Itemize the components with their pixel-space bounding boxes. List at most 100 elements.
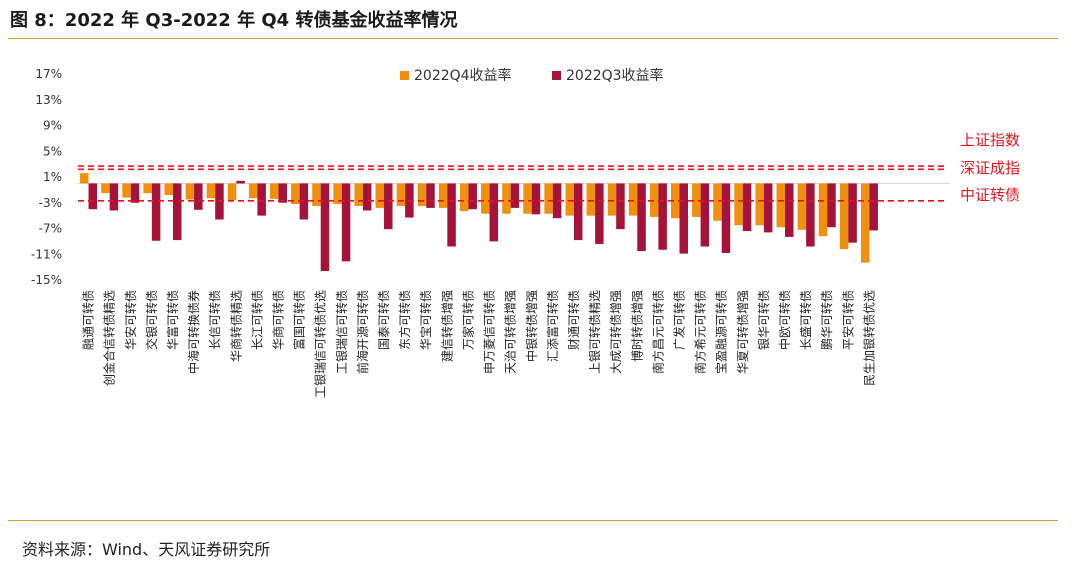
bar-q4 — [586, 183, 596, 216]
y-tick-label: 13% — [35, 93, 62, 107]
bar-q3 — [489, 183, 499, 242]
bar-q4 — [438, 183, 448, 208]
x-category-label: 长盛可转债 — [798, 290, 813, 350]
bar-q4 — [101, 183, 110, 194]
x-category-label: 南方希元可转债 — [693, 290, 708, 374]
x-category-label: 华富可转债 — [165, 290, 180, 350]
x-category-label: 财通可转债 — [566, 290, 581, 350]
x-category-label: 工银瑞信可转债优选 — [313, 290, 328, 398]
x-category-label: 鹏华可转债 — [819, 290, 834, 350]
x-category-label: 长江可转债 — [249, 290, 264, 350]
x-category-label: 大成可转债增强 — [608, 290, 623, 374]
bar-q4 — [80, 173, 89, 184]
x-category-label: 交银可转债 — [144, 290, 159, 350]
bar-q3 — [573, 183, 583, 241]
bar-q3 — [362, 183, 372, 211]
x-category-label: 中海可转换债券 — [186, 290, 201, 374]
bar-q3 — [552, 183, 562, 219]
bar-q4 — [776, 183, 786, 228]
x-category-label: 银华可转债 — [756, 290, 771, 350]
bar-q3 — [278, 183, 287, 203]
x-category-label: 前海开源可转债 — [355, 290, 370, 374]
bar-q3 — [384, 183, 393, 230]
bar-q4 — [755, 183, 764, 226]
x-category-label: 国泰可转债 — [376, 290, 391, 350]
x-category-label: 富国可转债 — [292, 290, 307, 350]
bar-q4 — [291, 183, 300, 205]
x-category-label: 汇添富可转债 — [545, 290, 560, 362]
bar-q3 — [531, 183, 541, 215]
x-category-label: 长信可转债 — [207, 290, 222, 350]
bar-q3 — [341, 183, 351, 262]
bar-q4 — [797, 183, 807, 230]
bar-q3 — [510, 183, 520, 208]
bar-q4 — [565, 183, 574, 216]
x-category-label: 平安可转债 — [840, 290, 855, 350]
legend-label-q4: 2022Q4收益率 — [414, 67, 512, 84]
legend-swatch-q4 — [400, 71, 409, 80]
bar-q4 — [270, 183, 279, 199]
bar-q3 — [658, 183, 667, 250]
figure-title: 图 8：2022 年 Q3-2022 年 Q4 转债基金收益率情况 — [10, 10, 458, 31]
bar-chart: 17%13%9%5%1%-3%-7%-11%-15%融通可转债 创金合信转债精选华… — [31, 67, 1020, 398]
bar-q3 — [468, 183, 477, 210]
x-category-label: 南方昌元可转债 — [650, 290, 665, 374]
x-category-label: 中银转债增强 — [524, 290, 539, 362]
bar-q4 — [628, 183, 638, 216]
bar-q3 — [172, 183, 182, 241]
bar-q4 — [649, 183, 659, 217]
bar-q3 — [426, 183, 435, 208]
bar-q4 — [481, 183, 490, 214]
x-category-label: 申万菱信可转债 — [482, 290, 497, 374]
bar-q4 — [860, 183, 870, 263]
y-tick-label: 5% — [43, 144, 62, 158]
bar-q4 — [375, 183, 385, 208]
x-category-label: 融通可转债 — [81, 290, 96, 350]
bar-q3 — [637, 183, 646, 252]
source-note: 资料来源：Wind、天风证券研究所 — [22, 540, 271, 559]
legend-label-q3: 2022Q3收益率 — [566, 67, 664, 84]
bar-q4 — [206, 183, 216, 199]
y-tick-label: -15% — [31, 273, 62, 287]
bar-q3 — [721, 183, 731, 253]
bar-q3 — [763, 183, 773, 233]
bar-q3 — [742, 183, 752, 232]
reference-line-label: 深证成指 — [960, 159, 1020, 177]
bar-q3 — [595, 183, 604, 244]
x-category-label: 博时转债增强 — [629, 290, 644, 362]
bar-q3 — [109, 183, 119, 211]
x-category-label: 广发可转债 — [672, 290, 687, 350]
x-category-label: 中欧可转债 — [777, 290, 792, 350]
bar-q4 — [839, 183, 849, 250]
reference-line-label: 上证指数 — [960, 131, 1020, 149]
bar-q3 — [700, 183, 710, 247]
x-category-label: 宝盈融源可转债 — [714, 290, 729, 374]
bar-q3 — [616, 183, 625, 230]
x-category-label: 华夏可转债增强 — [735, 290, 750, 374]
y-tick-label: -7% — [39, 222, 62, 236]
bar-q3 — [679, 183, 688, 254]
x-category-label: 华商可转债 — [271, 290, 286, 350]
y-tick-label: 9% — [43, 119, 62, 133]
bar-q4 — [502, 183, 511, 214]
y-tick-label: 17% — [35, 67, 62, 81]
bar-q4 — [734, 183, 743, 226]
bar-q3 — [257, 183, 266, 216]
bar-q3 — [236, 180, 245, 184]
x-category-label: 华商转债精选 — [228, 290, 243, 362]
title-rule — [8, 38, 1058, 39]
bar-q3 — [869, 183, 878, 231]
y-tick-label: 1% — [43, 170, 62, 184]
bar-q4 — [459, 183, 469, 212]
source-rule — [8, 520, 1058, 521]
x-category-label: 民生加银转债优选 — [861, 290, 876, 386]
y-tick-label: -3% — [39, 196, 62, 210]
bar-q3 — [88, 183, 98, 210]
bar-q4 — [713, 183, 722, 221]
bar-q4 — [143, 183, 152, 194]
bar-q4 — [185, 183, 195, 200]
x-category-label: 工银瑞信可转债 — [334, 290, 349, 374]
bar-q4 — [671, 183, 680, 219]
bar-q4 — [523, 183, 532, 214]
bar-q3 — [194, 183, 203, 210]
